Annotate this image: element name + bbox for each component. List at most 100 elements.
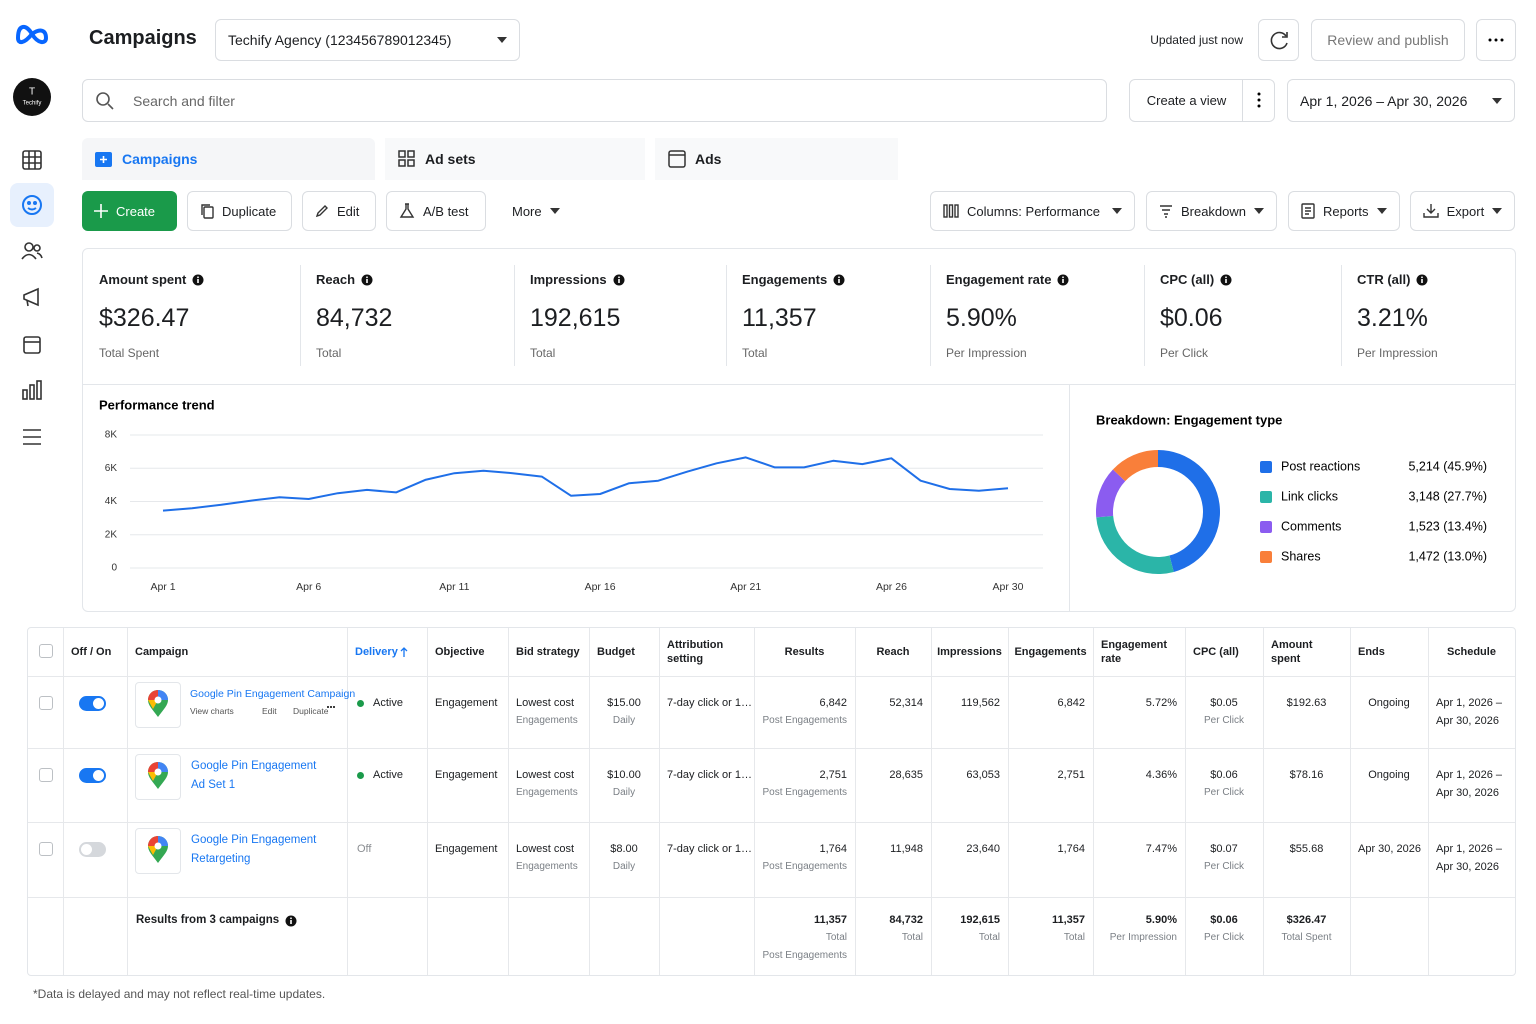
breakdown-button[interactable]: Breakdown [1146, 191, 1277, 231]
info-icon[interactable] [192, 274, 204, 286]
toggle-knob [93, 698, 104, 709]
toggle[interactable] [79, 842, 106, 857]
column-header: Impressions [937, 646, 1002, 658]
donut-segment [1158, 450, 1220, 572]
toggle[interactable] [79, 768, 106, 783]
cell-text: 1,764 [819, 843, 847, 855]
edit-button[interactable]: Edit [302, 191, 376, 231]
cell-text: 2,751 [1057, 769, 1085, 781]
cell-text: 1,764 [1057, 843, 1085, 855]
meta-logo[interactable] [15, 25, 49, 45]
info-icon[interactable] [1220, 274, 1232, 286]
status-dot [357, 772, 364, 779]
row-action[interactable]: Duplicate [293, 706, 329, 716]
campaign-name[interactable]: Google Pin Engagement Ad Set 1 [191, 760, 317, 791]
campaign-icon [135, 682, 181, 728]
row-action[interactable]: Edit [262, 706, 277, 716]
legend-swatch [1260, 461, 1272, 473]
columns-button[interactable]: Columns: Performance [930, 191, 1135, 231]
column-header: Objective [435, 646, 485, 658]
caret [1112, 208, 1122, 214]
nav-campaigns[interactable] [22, 195, 42, 215]
refresh-button[interactable] [1258, 19, 1299, 61]
cell-note: Post Engagements [762, 861, 848, 872]
avatar-initial: T [29, 87, 35, 98]
tab-campaigns[interactable]: Campaigns [82, 138, 375, 180]
tab-ads[interactable]: Ads [655, 138, 898, 180]
tab-label: Ads [695, 151, 722, 167]
create-view[interactable]: Create a view [1146, 93, 1227, 108]
columns-icon [943, 204, 959, 218]
cell-note: Total [1063, 932, 1085, 943]
tab-label: Campaigns [122, 151, 198, 167]
info-icon[interactable] [361, 274, 373, 286]
column-divider [1008, 628, 1009, 975]
campaign-name[interactable]: Google Pin Engagement Campaign [190, 688, 356, 700]
info-icon[interactable] [285, 915, 297, 927]
delivery-status: Off [357, 843, 372, 855]
column-header: Bid strategy [516, 646, 580, 658]
divider [726, 265, 727, 366]
publish-button[interactable]: Review and publish [1311, 19, 1465, 61]
view-menu[interactable] [1243, 80, 1274, 121]
cell-text: $55.68 [1289, 843, 1324, 855]
update-status: Updated just now [1150, 33, 1243, 47]
duplicate-button[interactable]: Duplicate [187, 191, 292, 231]
info-icon[interactable] [613, 274, 625, 286]
cell-text: Apr 30, 2026 [1358, 843, 1421, 855]
checkbox[interactable] [39, 842, 53, 856]
tab-adsets[interactable]: Ad sets [385, 138, 645, 180]
cell-text: 6,842 [819, 697, 847, 709]
ab-test-button[interactable]: A/B test [386, 191, 486, 231]
export-button[interactable]: Export [1410, 191, 1515, 231]
row-more[interactable] [326, 701, 336, 714]
cell-text: $326.47 [1286, 914, 1327, 926]
nav-grid[interactable] [22, 150, 42, 170]
nav-calendar[interactable] [23, 336, 41, 354]
reports-button[interactable]: Reports [1288, 191, 1400, 231]
avatar-name: Techify [23, 101, 42, 107]
view-control: Create a view [1129, 79, 1275, 122]
caret [1492, 97, 1502, 104]
date-range[interactable]: Apr 1, 2026 – Apr 30, 2026 [1287, 79, 1515, 122]
avatar[interactable] [13, 78, 51, 116]
metric-label: Reach [316, 272, 356, 287]
checkbox[interactable] [39, 644, 53, 658]
info-icon[interactable] [1057, 274, 1069, 286]
nav-ads[interactable] [23, 287, 39, 307]
campaign-name[interactable]: Google Pin Engagement Retargeting [191, 834, 317, 865]
nav-reports[interactable] [22, 380, 42, 400]
divider [1144, 265, 1145, 366]
metric-value: $0.06 [1160, 304, 1223, 332]
account-select[interactable]: Techify Agency (123456789012345) [215, 19, 520, 61]
donut-segment [1096, 469, 1126, 518]
x-tick-label: Apr 26 [876, 581, 907, 593]
info-icon[interactable] [1416, 274, 1428, 286]
sort-arrow[interactable] [398, 646, 410, 658]
nav-active-bg [10, 183, 54, 227]
info-icon[interactable] [833, 274, 845, 286]
metric-value: $326.47 [99, 304, 190, 332]
metric-value: 192,615 [530, 304, 621, 332]
column-divider [1350, 628, 1351, 975]
button-label: Reports [1323, 203, 1369, 219]
nav-menu[interactable] [23, 429, 41, 445]
toggle[interactable] [79, 696, 106, 711]
create-button[interactable]: Create [82, 191, 177, 231]
search-bar[interactable]: Search and filter [82, 79, 1107, 122]
row-action[interactable]: View charts [190, 706, 234, 716]
column-header: Off / On [71, 646, 112, 658]
column-header: Attribution setting [667, 639, 724, 665]
more-button[interactable] [1476, 19, 1516, 61]
checkbox[interactable] [39, 768, 53, 782]
checkbox[interactable] [39, 696, 53, 710]
more-menu[interactable]: More [500, 191, 580, 231]
tab-label: Ad sets [425, 151, 476, 167]
column-header: Amount spent [1271, 639, 1313, 665]
nav-audience[interactable] [21, 242, 43, 260]
row-divider [28, 822, 1515, 823]
x-tick-label: Apr 11 [439, 581, 469, 593]
map-pin [148, 690, 168, 717]
more-icon [1488, 38, 1504, 42]
